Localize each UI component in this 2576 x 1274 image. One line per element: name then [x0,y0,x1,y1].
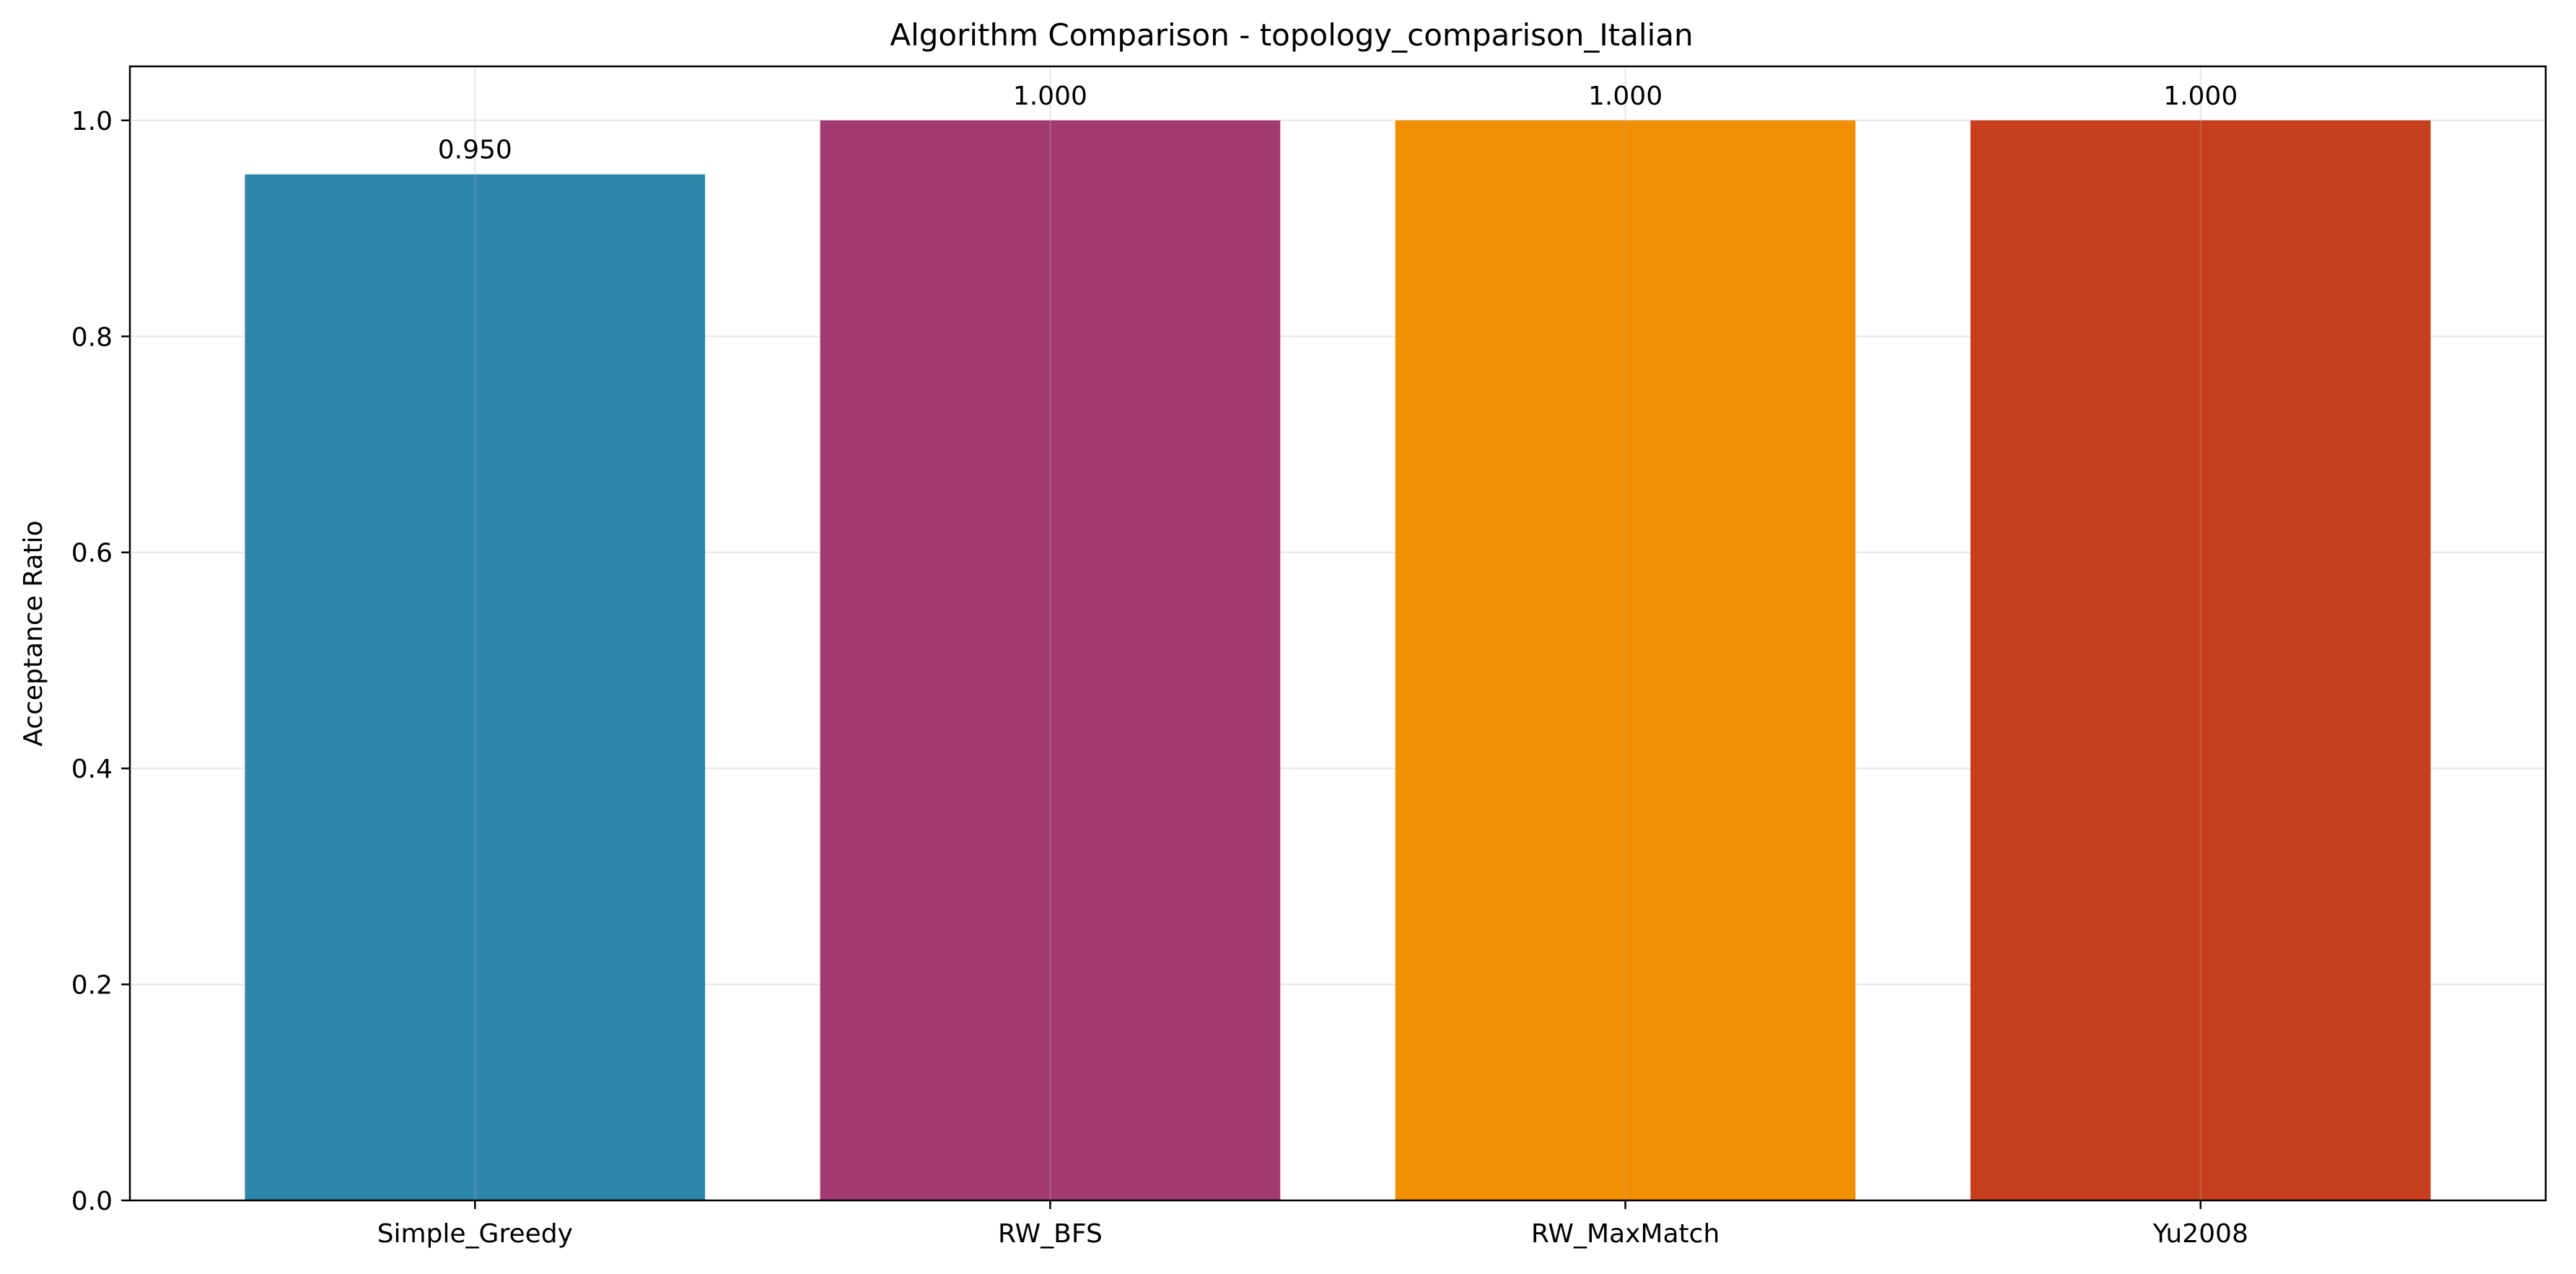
bar [245,174,706,1201]
y-tick-label: 0.0 [71,1187,113,1216]
bar [1395,120,1856,1200]
y-tick-label: 0.6 [71,539,113,568]
x-tick-label: Yu2008 [2152,1219,2248,1249]
y-tick-label: 0.4 [71,755,113,784]
x-axis-ticks: Simple_Greedy RW_BFS RW_MaxMatch Yu2008 [377,1200,2248,1249]
x-tick-label: RW_BFS [998,1219,1103,1249]
chart-title: Algorithm Comparison - topology_comparis… [890,17,1693,53]
data-label: 0.950 [438,136,512,165]
axes-frame [128,65,2547,1202]
data-label: 1.000 [1013,82,1087,111]
x-tick-label: RW_MaxMatch [1531,1219,1719,1249]
data-label: 1.000 [1588,82,1662,111]
data-labels: 0.950 1.000 1.000 1.000 [438,82,2238,165]
y-tick-label: 0.2 [71,971,113,1001]
bar [820,120,1281,1200]
y-axis-label: Acceptance Ratio [19,520,48,746]
data-label: 1.000 [2163,82,2238,111]
y-tick-label: 0.8 [71,322,113,352]
x-tick-label: Simple_Greedy [377,1219,573,1249]
bar [1970,120,2431,1200]
bars [245,120,2431,1201]
y-axis-ticks: 0.0 0.2 0.4 0.6 0.8 1.0 [71,107,130,1216]
y-tick-label: 1.0 [71,107,113,136]
axes [128,65,2547,1202]
vertical-grid-lines [474,66,2202,1200]
